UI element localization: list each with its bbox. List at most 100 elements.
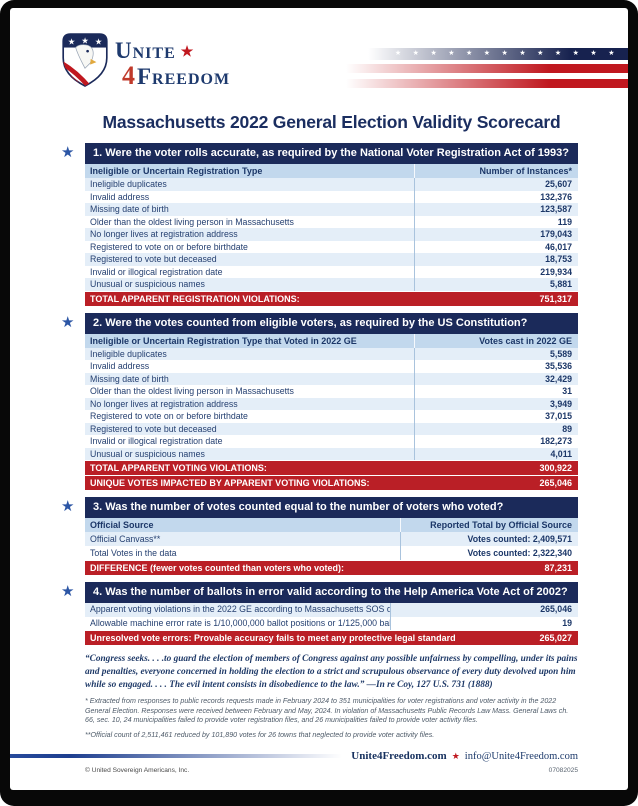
column-header-row: Official Source Reported Total by Offici… <box>85 518 578 532</box>
column-header-value: Reported Total by Official Source <box>430 520 572 530</box>
section-votes-counted: ★ 2. Were the votes counted from eligibl… <box>61 312 578 490</box>
red-stripe <box>346 79 628 88</box>
row-value: 4,011 <box>550 448 572 459</box>
column-header-row: Ineligible or Uncertain Registration Typ… <box>85 333 578 348</box>
total-bar: TOTAL APPARENT VOTING VIOLATIONS: 300,92… <box>85 461 578 475</box>
section-title: 1. Were the voter rolls accurate, as req… <box>85 143 578 164</box>
table-row: Missing date of birth 123,587 <box>85 203 578 216</box>
table-row: Older than the oldest living person in M… <box>85 215 578 228</box>
svg-text:★: ★ <box>95 36 102 46</box>
column-header-value: Votes cast in 2022 GE <box>479 335 572 346</box>
svg-text:★: ★ <box>81 35 88 45</box>
table-row: Ineligible duplicates 5,589 <box>85 347 578 360</box>
total-bar: Unresolved vote errors: Provable accurac… <box>85 631 578 645</box>
total-label: TOTAL APPARENT VOTING VIOLATIONS: <box>90 463 267 473</box>
totals: Unresolved vote errors: Provable accurac… <box>85 631 578 645</box>
section-star-icon: ★ <box>61 144 75 161</box>
document-page: ★ ★ ★ Unite ★ 4Freedom <box>10 8 628 790</box>
row-value: 182,273 <box>540 436 572 446</box>
row-label: Invalid address <box>85 190 416 203</box>
quote-attribution: —In re Coy, 127 U.S. 731 (1888) <box>364 679 493 690</box>
column-header-label: Ineligible or Uncertain Registration Typ… <box>85 333 416 348</box>
column-header-row: Ineligible or Uncertain Registration Typ… <box>85 164 578 178</box>
table-body: Official Canvass** Votes counted: 2,409,… <box>85 532 578 560</box>
row-label: Apparent voting violations in the 2022 G… <box>85 603 391 617</box>
website-link[interactable]: Unite4Freedom.com <box>351 750 447 762</box>
row-value: 37,015 <box>545 411 572 421</box>
row-value: 19 <box>562 617 572 628</box>
red-stripe <box>346 64 628 73</box>
flag-stripes-decoration: ★★★★★★★★★★★★★ <box>346 48 628 88</box>
logo-wordmark: Unite ★ 4Freedom <box>115 33 230 89</box>
row-label: Older than the oldest living person in M… <box>85 215 416 228</box>
total-value: 751,317 <box>539 293 572 304</box>
table-row: Invalid or illogical registration date 2… <box>85 265 578 278</box>
totals: DIFFERENCE (fewer votes counted than vot… <box>85 561 578 575</box>
section-votes-vs-voters: ★ 3. Was the number of votes counted equ… <box>61 497 578 575</box>
row-value: 119 <box>557 216 572 227</box>
logo-word-unite: Unite <box>115 38 176 63</box>
row-label: Registered to vote on or before birthdat… <box>85 240 416 253</box>
table-row: Registered to vote on or before birthdat… <box>85 410 578 423</box>
page-footer: Unite4Freedom.com ★ info@Unite4Freedom.com… <box>10 746 628 778</box>
table-row: No longer lives at registration address … <box>85 228 578 241</box>
row-label: Missing date of birth <box>85 372 416 385</box>
table-row: Registered to vote but deceased 18,753 <box>85 253 578 266</box>
row-value: 32,429 <box>545 373 572 384</box>
copyright-text: © United Sovereign Americans, Inc. <box>85 767 190 774</box>
total-label: Unresolved vote errors: Provable accurac… <box>90 633 456 643</box>
table-body: Ineligible duplicates 5,589 Invalid addr… <box>85 347 578 460</box>
row-label: No longer lives at registration address <box>85 228 416 241</box>
row-value: 18,753 <box>545 254 572 264</box>
totals: TOTAL APPARENT REGISTRATION VIOLATIONS: … <box>85 291 578 306</box>
quote-text: “Congress seeks. . . .to guard the elect… <box>85 654 578 690</box>
table-row: Invalid or illogical registration date 1… <box>85 435 578 448</box>
row-label: Older than the oldest living person in M… <box>85 385 416 398</box>
table-row: Official Canvass** Votes counted: 2,409,… <box>85 532 578 546</box>
row-value: 35,536 <box>545 361 572 371</box>
row-label: Total Votes in the data <box>85 546 401 560</box>
total-bar: UNIQUE VOTES IMPACTED BY APPARENT VOTING… <box>85 476 578 490</box>
email-link[interactable]: info@Unite4Freedom.com <box>464 751 578 762</box>
row-value: 123,587 <box>540 204 572 214</box>
row-value: Votes counted: 2,409,571 <box>467 534 572 544</box>
section-ballot-errors: ★ 4. Was the number of ballots in error … <box>61 582 578 645</box>
logo-star-icon: ★ <box>180 45 195 60</box>
total-value: 265,027 <box>539 633 572 643</box>
logo-word-freedom: Freedom <box>137 64 231 89</box>
row-label: Registered to vote but deceased <box>85 253 416 266</box>
row-label: Invalid address <box>85 360 416 373</box>
column-header-label: Ineligible or Uncertain Registration Typ… <box>85 164 416 178</box>
masthead: ★ ★ ★ Unite ★ 4Freedom <box>10 8 628 103</box>
section-title: 3. Was the number of votes counted equal… <box>85 497 578 518</box>
footer-rule-decoration <box>10 754 342 758</box>
table-row: Apparent voting violations in the 2022 G… <box>85 603 578 617</box>
section-star-icon: ★ <box>61 498 75 515</box>
section-voter-rolls: ★ 1. Were the voter rolls accurate, as r… <box>61 143 578 306</box>
row-value: 89 <box>562 423 572 434</box>
row-value: 5,589 <box>549 348 572 359</box>
total-value: 265,046 <box>539 478 572 488</box>
row-label: Registered to vote on or before birthdat… <box>85 410 416 423</box>
row-label: Registered to vote but deceased <box>85 422 416 435</box>
page-title: Massachusetts 2022 General Election Vali… <box>102 112 561 132</box>
table-row: Ineligible duplicates 25,607 <box>85 178 578 191</box>
column-header-label: Official Source <box>85 518 401 532</box>
table-row: No longer lives at registration address … <box>85 397 578 410</box>
section-title: 2. Were the votes counted from eligible … <box>85 312 578 334</box>
eagle-shield-icon: ★ ★ ★ <box>62 33 108 87</box>
row-label: No longer lives at registration address <box>85 397 416 410</box>
table-row: Unusual or suspicious names 4,011 <box>85 447 578 460</box>
stars-stripe: ★★★★★★★★★★★★★ <box>368 48 628 60</box>
row-label: Missing date of birth <box>85 203 416 216</box>
row-value: 46,017 <box>545 241 572 252</box>
row-value: 219,934 <box>540 266 572 277</box>
row-label: Unusual or suspicious names <box>85 278 416 291</box>
row-label: Ineligible duplicates <box>85 347 416 360</box>
row-value: 265,046 <box>540 604 572 614</box>
total-label: DIFFERENCE (fewer votes counted than vot… <box>90 563 345 573</box>
row-value: 31 <box>562 386 572 396</box>
row-value: 179,043 <box>540 229 572 239</box>
row-label: Invalid or illogical registration date <box>85 435 416 448</box>
content-column: Massachusetts 2022 General Election Vali… <box>61 112 578 740</box>
